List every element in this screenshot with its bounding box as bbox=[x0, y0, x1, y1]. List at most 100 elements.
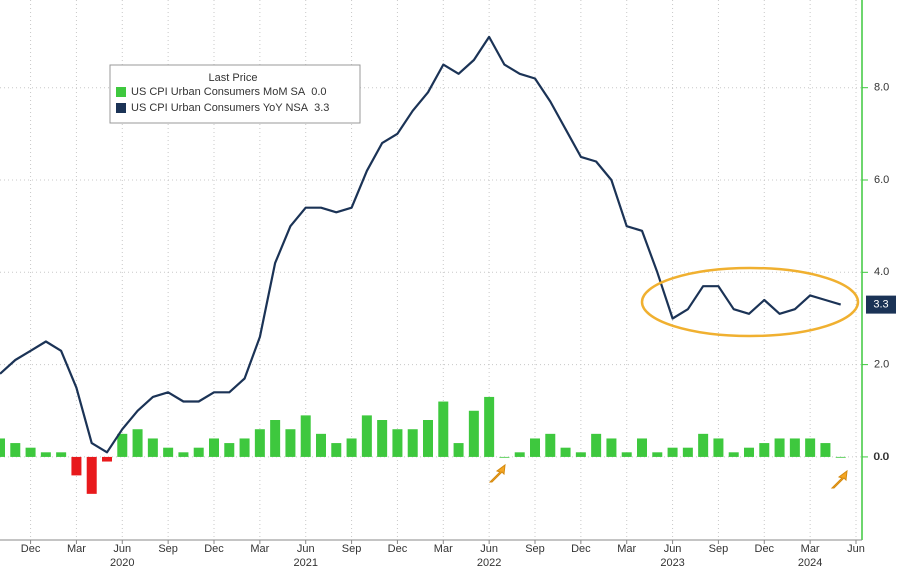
bar bbox=[545, 433, 556, 457]
bar bbox=[621, 452, 632, 457]
bar bbox=[102, 456, 112, 462]
legend-label: US CPI Urban Consumers MoM SA bbox=[131, 86, 306, 98]
x-tick-label: Sep bbox=[709, 543, 729, 555]
bar bbox=[637, 438, 647, 457]
bar bbox=[805, 438, 816, 457]
bar bbox=[209, 438, 219, 457]
bar bbox=[560, 447, 571, 457]
bar bbox=[0, 438, 5, 457]
x-tick-label: Sep bbox=[525, 543, 545, 555]
bar bbox=[499, 456, 510, 458]
last-value-box bbox=[866, 295, 896, 314]
x-tick-label: Dec bbox=[204, 543, 224, 555]
y-tick-label: 8.0 bbox=[874, 82, 889, 94]
bar bbox=[224, 443, 235, 457]
bar bbox=[25, 447, 36, 457]
bar bbox=[10, 443, 21, 457]
x-year-label: 2021 bbox=[293, 557, 317, 569]
bar bbox=[468, 410, 479, 457]
bar bbox=[484, 396, 495, 457]
x-tick-label: Mar bbox=[617, 543, 636, 555]
bar bbox=[591, 433, 602, 457]
bar bbox=[40, 452, 51, 457]
bar bbox=[713, 438, 724, 457]
bar bbox=[270, 420, 281, 457]
bar bbox=[178, 452, 189, 457]
bar bbox=[682, 447, 693, 457]
bar bbox=[193, 447, 204, 457]
x-tick-label: Dec bbox=[388, 543, 408, 555]
legend-value: 0.0 bbox=[311, 86, 326, 98]
x-tick-label: Sep bbox=[342, 543, 362, 555]
highlight-ellipse bbox=[640, 266, 860, 338]
bar bbox=[56, 452, 67, 457]
bar bbox=[316, 433, 326, 457]
bar bbox=[835, 456, 846, 458]
bar bbox=[606, 438, 617, 457]
x-year-label: 2023 bbox=[660, 557, 684, 569]
legend-title: Last Price bbox=[209, 72, 258, 84]
y-tick-label: 0.0 bbox=[874, 451, 889, 463]
bar bbox=[789, 438, 800, 457]
arrow bbox=[830, 469, 848, 489]
x-tick-label: Dec bbox=[755, 543, 775, 555]
x-tick-label: Jun bbox=[664, 543, 682, 555]
bar bbox=[239, 438, 250, 457]
bar bbox=[453, 443, 464, 457]
legend-box bbox=[109, 64, 361, 124]
x-tick-label: Jun bbox=[480, 543, 498, 555]
bar bbox=[575, 452, 586, 457]
bar bbox=[423, 420, 433, 457]
x-tick-label: Jun bbox=[297, 543, 315, 555]
bar bbox=[407, 429, 418, 457]
legend-swatch bbox=[116, 87, 126, 97]
x-tick-label: Jun bbox=[847, 543, 865, 555]
legend-swatch bbox=[116, 103, 126, 113]
bar bbox=[392, 429, 403, 457]
x-tick-label: Mar bbox=[67, 543, 86, 555]
legend: Last Price US CPI Urban Consumers MoM SA… bbox=[109, 64, 361, 124]
bar bbox=[71, 456, 82, 476]
x-year-label: 2022 bbox=[477, 557, 501, 569]
bar bbox=[820, 443, 831, 457]
bar bbox=[759, 443, 770, 457]
y-tick-label: 2.0 bbox=[874, 359, 889, 371]
bar bbox=[254, 429, 265, 457]
x-tick-label: Mar bbox=[250, 543, 269, 555]
bar bbox=[361, 415, 372, 457]
x-year-label: 2024 bbox=[798, 557, 822, 569]
bar bbox=[285, 429, 296, 457]
legend-value: 3.3 bbox=[314, 102, 329, 114]
bar bbox=[530, 438, 540, 457]
bar bbox=[728, 452, 739, 457]
bar bbox=[514, 452, 525, 457]
x-tick-label: Sep bbox=[158, 543, 178, 555]
bar bbox=[147, 438, 158, 457]
bar bbox=[667, 447, 678, 457]
x-tick-label: Mar bbox=[434, 543, 453, 555]
last-value-label: 0.0 bbox=[873, 451, 888, 463]
bar bbox=[86, 456, 97, 494]
arrow bbox=[488, 463, 506, 483]
bar bbox=[652, 452, 663, 457]
bar bbox=[117, 433, 128, 457]
bar bbox=[331, 443, 342, 457]
line bbox=[0, 35, 842, 454]
bar bbox=[163, 447, 174, 457]
last-value-label: 3.3 bbox=[873, 299, 888, 311]
x-tick-label: Mar bbox=[801, 543, 820, 555]
bar bbox=[346, 438, 357, 457]
x-tick-label: Dec bbox=[21, 543, 41, 555]
x-tick-label: Dec bbox=[571, 543, 591, 555]
bar bbox=[377, 420, 388, 457]
bar bbox=[744, 447, 754, 457]
bar bbox=[132, 429, 143, 457]
x-year-label: 2020 bbox=[110, 557, 134, 569]
bar bbox=[774, 438, 785, 457]
y-tick-label: 4.0 bbox=[874, 266, 889, 278]
x-tick-label: Jun bbox=[113, 543, 131, 555]
bar bbox=[698, 433, 709, 457]
bar bbox=[438, 401, 449, 457]
bar bbox=[300, 415, 311, 457]
